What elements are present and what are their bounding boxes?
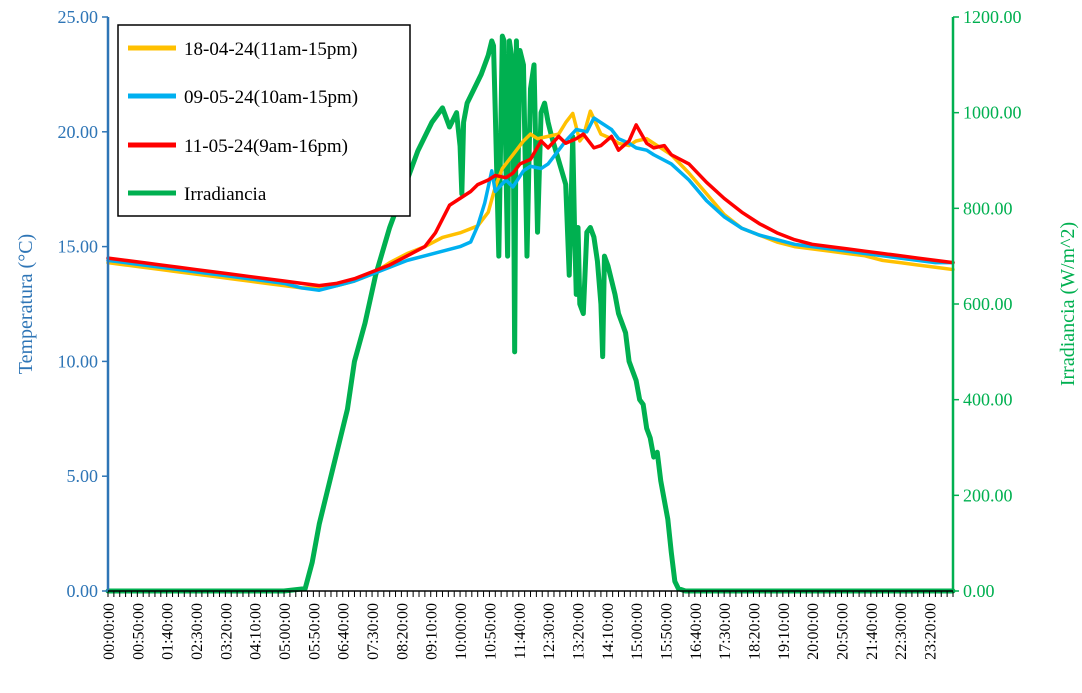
x-tick-label: 20:50:00 (835, 603, 852, 660)
plot-lines (105, 33, 956, 594)
legend-label-1: 09-05-24(10am-15pm) (184, 87, 358, 108)
y-right-title: Irradiancia (W/m^2) (1057, 222, 1079, 386)
x-minor-ticks (107, 591, 954, 597)
x-minor-tick-marks (107, 591, 954, 597)
x-tick-label: 01:40:00 (160, 603, 177, 660)
y-left-tick-label: 25.00 (58, 7, 99, 27)
legend-box (117, 24, 411, 217)
legend-label-3: Irradiancia (184, 184, 267, 205)
x-tick-label: 00:00:00 (101, 603, 118, 660)
x-tick-label: 10:00:00 (453, 603, 470, 660)
y-right-tick-label: 200.00 (963, 485, 1013, 505)
y-right-tick-label: 600.00 (963, 294, 1013, 314)
x-tick-label: 15:50:00 (658, 603, 675, 660)
series-line-0 (106, 109, 955, 290)
x-tick-label: 08:20:00 (394, 603, 411, 660)
x-tick-label: 17:30:00 (717, 603, 734, 660)
x-tick-label: 12:30:00 (541, 603, 558, 660)
y-left-tick-label: 10.00 (58, 351, 99, 371)
x-tick-label: 10:50:00 (482, 603, 499, 660)
x-tick-label: 00:50:00 (130, 603, 147, 660)
series-line-2 (106, 123, 955, 288)
y-left-tick-label: 5.00 (67, 466, 99, 486)
y-right-tick-label: 1000.00 (963, 103, 1022, 123)
legend-label-0: 18-04-24(11am-15pm) (184, 39, 357, 60)
x-tick-label: 11:40:00 (512, 603, 529, 659)
x-tick-label: 05:50:00 (306, 603, 323, 660)
x-tick-label: 07:30:00 (365, 603, 382, 660)
y-right-ticks: 0.00 200.00 400.00 600.00 800.00 1000.00 1200.… (953, 7, 1022, 601)
y-right-tick-label: 400.00 (963, 390, 1013, 410)
x-tick-label: 19:10:00 (776, 603, 793, 660)
x-tick-label: 16:40:00 (688, 603, 705, 660)
x-tick-label: 14:10:00 (600, 603, 617, 660)
y-right-tick-label: 1200.00 (963, 7, 1022, 27)
legend-label-2: 11-05-24(9am-16pm) (184, 136, 348, 157)
x-tick-label: 04:10:00 (248, 603, 265, 660)
x-tick-label: 23:20:00 (923, 603, 940, 660)
y-left-tick-label: 15.00 (58, 237, 99, 257)
x-tick-label: 22:30:00 (893, 603, 910, 660)
x-tick-label: 13:20:00 (570, 603, 587, 660)
x-tick-label: 06:40:00 (336, 603, 353, 660)
x-tick-label: 18:20:00 (746, 603, 763, 660)
y-left-tick-label: 20.00 (58, 122, 99, 142)
x-tick-label: 05:00:00 (277, 603, 294, 660)
y-left-title: Temperatura (°C) (15, 234, 37, 374)
x-tick-label: 02:30:00 (189, 603, 206, 660)
x-tick-label: 15:00:00 (629, 603, 646, 660)
x-tick-label: 09:10:00 (424, 603, 441, 660)
series-line-3 (105, 33, 956, 594)
x-tick-label: 03:20:00 (218, 603, 235, 660)
x-tick-label: 20:00:00 (805, 603, 822, 660)
legend: 18-04-24(11am-15pm) 09-05-24(10am-15pm) … (117, 24, 411, 217)
y-right-tick-label: 0.00 (963, 581, 995, 601)
y-right-tick-label: 800.00 (963, 198, 1013, 218)
y-left-tick-label: 0.00 (67, 581, 99, 601)
series-line-1 (106, 116, 955, 292)
x-ticks: 00:00:00 00:50:00 01:40:00 02:30:00 03:20:00… (101, 603, 940, 660)
y-left-ticks: 0.00 5.00 10.00 15.00 20.00 25.00 (58, 7, 108, 601)
x-tick-label: 21:40:00 (864, 603, 881, 660)
